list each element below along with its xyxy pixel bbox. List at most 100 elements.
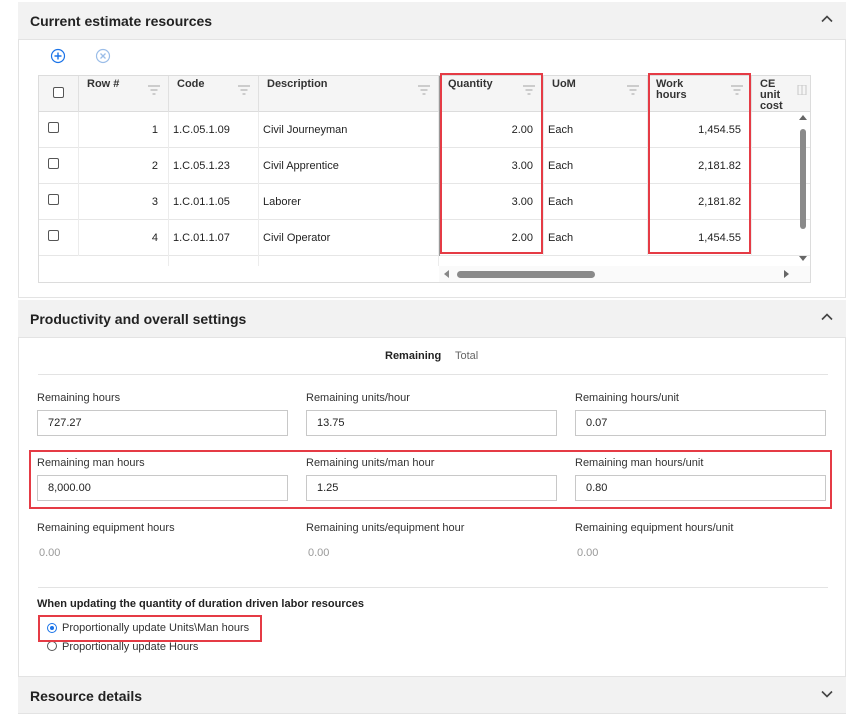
uom-cell[interactable]: Each	[544, 184, 648, 220]
work-hours-cell[interactable]: 2,181.82	[648, 184, 752, 220]
header-ce-unit-cost[interactable]: CE unit cost	[752, 76, 810, 112]
resource-details-section-header[interactable]: Resource details	[18, 676, 846, 714]
remaining-man-hours-unit-label: Remaining man hours/unit	[575, 457, 704, 469]
row-partial-cell	[259, 256, 439, 266]
row-checkbox[interactable]	[48, 158, 59, 169]
remaining-man-hours-unit-input[interactable]: 0.80	[575, 475, 826, 501]
header-label: Row #	[87, 78, 120, 90]
chevron-down-icon[interactable]	[820, 687, 834, 701]
resources-section-title: Current estimate resources	[30, 13, 213, 29]
header-label: Work hours	[656, 78, 687, 101]
radio-hours-label[interactable]: Proportionally update Hours	[62, 641, 199, 653]
uom-cell[interactable]: Each	[544, 220, 648, 256]
row-number: 2	[79, 148, 169, 184]
tabs-divider	[38, 374, 828, 375]
row-select-cell[interactable]	[39, 184, 79, 220]
radio-highlight	[38, 615, 262, 642]
filter-icon[interactable]	[627, 85, 639, 95]
header-description[interactable]: Description	[259, 76, 439, 112]
remaining-units-hour-label: Remaining units/hour	[306, 392, 410, 404]
filter-icon[interactable]	[418, 85, 430, 95]
remaining-units-man-hour-input[interactable]: 1.25	[306, 475, 557, 501]
filter-icon[interactable]	[523, 85, 535, 95]
filter-icon[interactable]	[148, 85, 160, 95]
chevron-up-icon[interactable]	[820, 310, 834, 324]
header-quantity[interactable]: Quantity	[439, 76, 544, 112]
table-row[interactable]: 3 1.C.01.1.05 Laborer 3.00 Each 2,181.82	[39, 184, 810, 220]
quantity-cell[interactable]: 2.00	[439, 220, 544, 256]
header-work-hours[interactable]: Work hours	[648, 76, 752, 112]
row-partial-cell	[79, 256, 169, 266]
uom-cell[interactable]: Each	[544, 112, 648, 148]
remaining-hours-label: Remaining hours	[37, 392, 121, 404]
header-label: CE unit cost	[760, 78, 783, 112]
quantity-cell[interactable]: 3.00	[439, 184, 544, 220]
plus-circle-icon[interactable]	[50, 48, 66, 64]
remaining-units-hour-input[interactable]: 13.75	[306, 410, 557, 436]
remaining-man-hours-input[interactable]: 8,000.00	[37, 475, 288, 501]
remaining-equipment-hours-value: 0.00	[39, 547, 61, 559]
filter-icon[interactable]	[731, 85, 743, 95]
row-select-cell[interactable]	[39, 112, 79, 148]
header-label: Description	[267, 78, 328, 90]
work-hours-cell[interactable]: 2,181.82	[648, 148, 752, 184]
header-label: Quantity	[448, 78, 493, 90]
chevron-up-icon[interactable]	[820, 12, 834, 26]
row-number: 1	[79, 112, 169, 148]
vertical-scrollbar[interactable]	[796, 112, 810, 264]
work-hours-cell[interactable]: 1,454.55	[648, 220, 752, 256]
remaining-man-hours-label: Remaining man hours	[37, 457, 145, 469]
remaining-units-man-hour-label: Remaining units/man hour	[306, 457, 435, 469]
radio-units-man-hours-label[interactable]: Proportionally update Units\Man hours	[62, 622, 250, 634]
code-cell[interactable]: 1.C.05.1.09	[169, 112, 259, 148]
horizontal-scrollbar[interactable]	[439, 266, 810, 282]
column-menu-icon[interactable]	[796, 85, 808, 95]
row-checkbox[interactable]	[48, 194, 59, 205]
radio-hours[interactable]	[47, 641, 57, 651]
row-number: 4	[79, 220, 169, 256]
remaining-units-equipment-hour-label: Remaining units/equipment hour	[306, 522, 465, 534]
header-code[interactable]: Code	[169, 76, 259, 112]
description-cell[interactable]: Civil Operator	[259, 220, 439, 256]
duration-heading: When updating the quantity of duration d…	[37, 598, 364, 610]
table-row	[39, 256, 810, 266]
filter-icon[interactable]	[238, 85, 250, 95]
quantity-cell[interactable]: 2.00	[439, 112, 544, 148]
row-checkbox[interactable]	[48, 230, 59, 241]
code-cell[interactable]: 1.C.01.1.07	[169, 220, 259, 256]
tab-total[interactable]: Total	[455, 350, 479, 362]
header-row-number[interactable]: Row #	[79, 76, 169, 112]
remaining-hours-unit-input[interactable]: 0.07	[575, 410, 826, 436]
row-checkbox[interactable]	[48, 122, 59, 133]
table-row[interactable]: 4 1.C.01.1.07 Civil Operator 2.00 Each 1…	[39, 220, 810, 256]
quantity-highlight	[440, 73, 543, 254]
uom-cell[interactable]: Each	[544, 148, 648, 184]
code-cell[interactable]: 1.C.01.1.05	[169, 184, 259, 220]
remaining-equipment-hours-unit-value: 0.00	[577, 547, 599, 559]
remaining-hours-unit-label: Remaining hours/unit	[575, 392, 679, 404]
productivity-section-header[interactable]: Productivity and overall settings	[18, 300, 846, 338]
row-number: 3	[79, 184, 169, 220]
select-all-checkbox[interactable]	[53, 87, 64, 98]
table-row[interactable]: 2 1.C.05.1.23 Civil Apprentice 3.00 Each…	[39, 148, 810, 184]
description-cell[interactable]: Civil Apprentice	[259, 148, 439, 184]
description-cell[interactable]: Civil Journeyman	[259, 112, 439, 148]
code-cell[interactable]: 1.C.05.1.23	[169, 148, 259, 184]
header-uom[interactable]: UoM	[544, 76, 648, 112]
table-row[interactable]: 1 1.C.05.1.09 Civil Journeyman 2.00 Each…	[39, 112, 810, 148]
x-circle-icon[interactable]	[95, 48, 111, 64]
tab-remaining[interactable]: Remaining	[385, 350, 442, 362]
resources-section-header[interactable]: Current estimate resources	[18, 2, 846, 40]
row-select-cell[interactable]	[39, 220, 79, 256]
header-select-all[interactable]	[39, 76, 79, 112]
work-hours-cell[interactable]: 1,454.55	[648, 112, 752, 148]
radio-units-man-hours[interactable]	[47, 623, 57, 633]
description-cell[interactable]: Laborer	[259, 184, 439, 220]
man-hours-highlight	[29, 450, 832, 509]
row-partial-cell	[169, 256, 259, 266]
row-select-cell[interactable]	[39, 148, 79, 184]
grid-header: Row # Code Description Quantity UoM Work…	[39, 76, 810, 112]
productivity-section-title: Productivity and overall settings	[30, 311, 247, 327]
quantity-cell[interactable]: 3.00	[439, 148, 544, 184]
remaining-hours-input[interactable]: 727.27	[37, 410, 288, 436]
